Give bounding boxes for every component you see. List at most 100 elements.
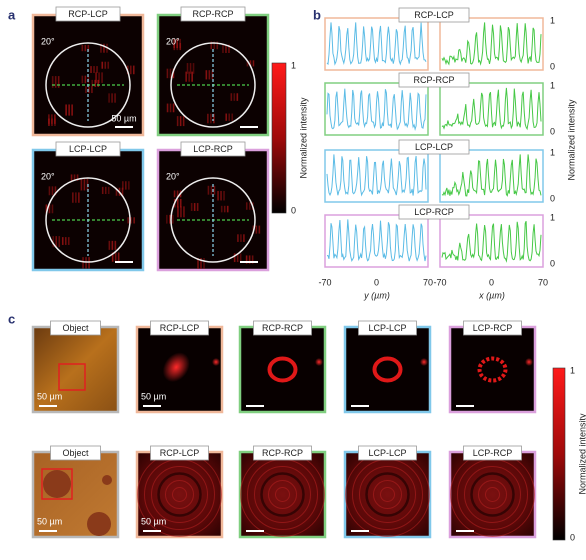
target-bar: [52, 236, 55, 248]
profile-curve: [326, 88, 427, 131]
interference-ring: [165, 480, 194, 509]
interference-ring: [157, 472, 202, 517]
target-bar: [203, 258, 205, 269]
target-bar: [48, 204, 51, 214]
target-bar: [91, 86, 93, 94]
target-bar: [97, 79, 100, 87]
y-tick-label: 0: [550, 193, 555, 203]
target-bar: [179, 198, 182, 208]
interference-ring: [172, 487, 187, 502]
panel-label: b: [313, 7, 321, 22]
target-bar: [210, 185, 213, 195]
roi-box: [58, 363, 86, 391]
scale-label: 50 µm: [37, 516, 62, 526]
target-bar: [183, 206, 185, 218]
profile-curve: [326, 154, 427, 197]
target-bar: [68, 104, 70, 116]
field-circle: [45, 177, 131, 263]
target-bar: [220, 205, 223, 213]
target-bar: [132, 65, 135, 75]
target-bar: [48, 118, 50, 126]
target-bar: [133, 217, 135, 224]
target-bar: [213, 41, 216, 50]
target-bar: [129, 65, 132, 75]
target-bar: [210, 41, 213, 50]
target-bar: [65, 104, 67, 116]
profile-curve: [326, 22, 427, 66]
target-bar: [231, 113, 234, 121]
field-circle: [170, 42, 256, 128]
target-bar: [197, 258, 199, 269]
target-bar: [94, 79, 97, 87]
angle-label: 20°: [41, 36, 55, 46]
speck: [525, 358, 533, 366]
image-label: RCP-LCP: [160, 323, 200, 333]
scale-label: 50 µm: [141, 516, 166, 526]
target-bar: [193, 203, 196, 211]
label-box: [253, 320, 312, 336]
target-bar: [61, 237, 64, 245]
target-bar: [55, 236, 58, 248]
interference-ring: [478, 480, 507, 509]
colorbar-max: 1: [570, 365, 575, 375]
profile-curve: [327, 219, 427, 262]
target-bar: [176, 38, 178, 49]
profile-curve: [441, 22, 542, 66]
label-box: [150, 320, 209, 336]
target-bar: [248, 202, 251, 210]
target-bar: [225, 44, 227, 54]
label-box: [358, 445, 417, 461]
interference-ring: [470, 472, 515, 517]
target-bar: [182, 116, 185, 127]
image-label: LCP-LCP: [368, 323, 406, 333]
interference-ring: [464, 466, 521, 523]
target-bar: [101, 72, 103, 83]
target-bar: [111, 93, 113, 103]
target-bar: [67, 237, 70, 245]
panel-label: a: [8, 7, 16, 22]
target-bar: [58, 236, 61, 248]
target-bar: [172, 68, 175, 79]
target-bar: [207, 113, 209, 124]
x-tick-label: -70: [433, 277, 446, 287]
target-bar: [48, 186, 51, 196]
axis-title: x (µm): [478, 290, 505, 300]
intensity-ring: [372, 356, 403, 383]
target-bar: [64, 237, 67, 245]
image-label: Object: [62, 323, 89, 333]
label-box: [253, 445, 312, 461]
target-bar: [169, 214, 171, 224]
target-bar: [130, 217, 132, 224]
target-bar: [107, 61, 110, 69]
colorbar-min: 0: [570, 532, 575, 542]
angle-label: 20°: [166, 171, 180, 181]
interference-ring: [485, 487, 500, 502]
target-bar: [213, 185, 216, 195]
roi-box: [41, 468, 73, 500]
target-bar: [111, 252, 114, 262]
target-bar: [88, 86, 90, 94]
intensity-ring: [267, 356, 298, 383]
target-bar: [176, 190, 179, 198]
label-box: [398, 7, 470, 23]
target-bar: [85, 86, 87, 94]
target-bar: [82, 257, 84, 269]
target-bar: [51, 186, 54, 196]
image-label: LCP-RCP: [193, 144, 233, 154]
image-label: LCP-RCP: [473, 448, 513, 458]
label-box: [463, 445, 522, 461]
target-bar: [122, 181, 124, 190]
target-bar: [200, 258, 202, 269]
target-bar: [54, 186, 57, 196]
interference-ring: [359, 466, 416, 523]
colorbar: [271, 62, 287, 214]
target-bar: [180, 206, 182, 218]
target-bar: [176, 116, 179, 127]
target-bar: [114, 252, 117, 262]
target-bar: [108, 240, 111, 250]
y-tick-label: 0: [550, 258, 555, 268]
target-bar: [121, 187, 124, 196]
target-bar: [88, 257, 90, 269]
target-bar: [185, 71, 187, 82]
target-bar: [169, 103, 172, 113]
